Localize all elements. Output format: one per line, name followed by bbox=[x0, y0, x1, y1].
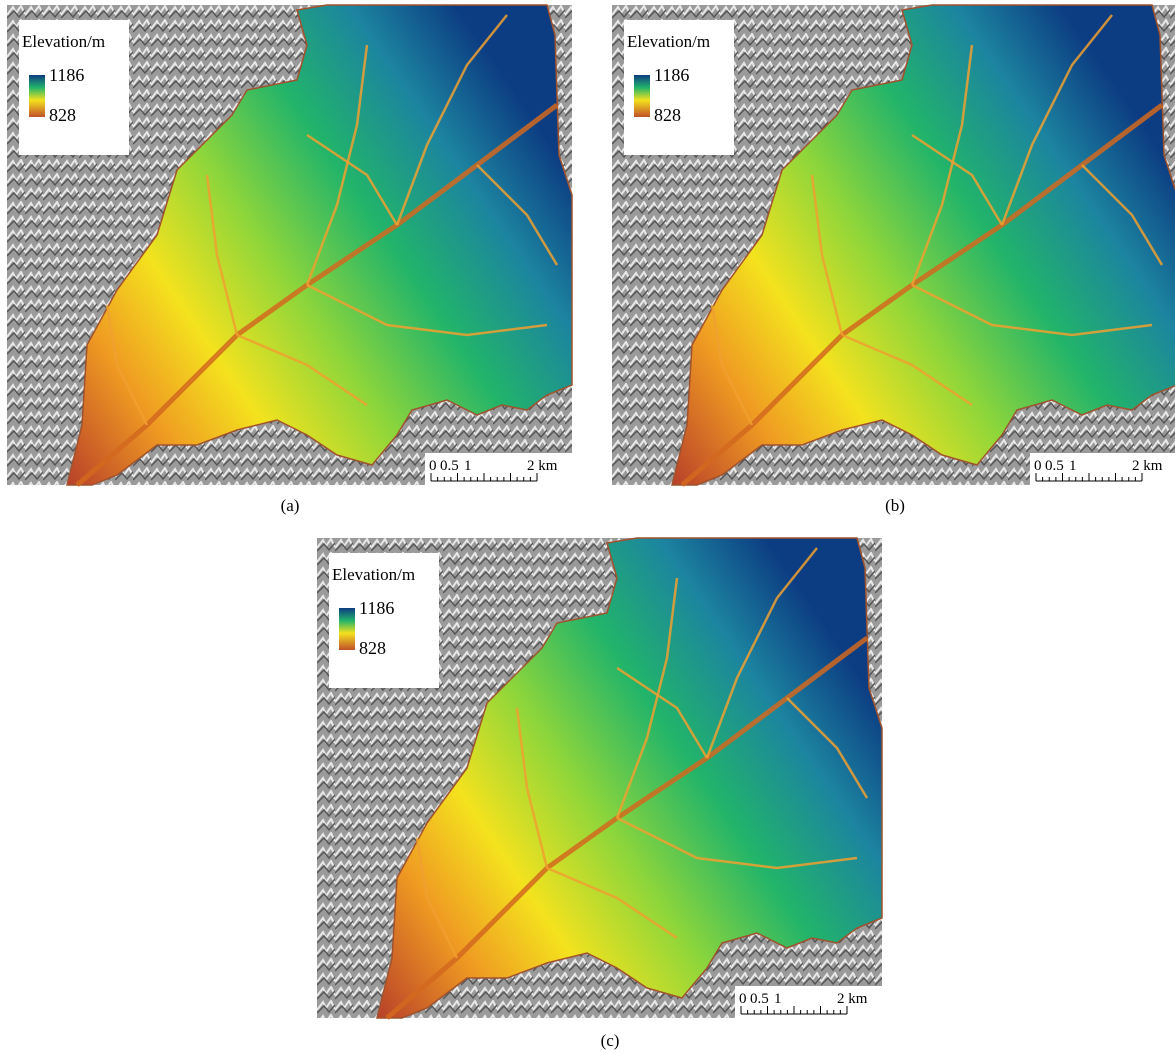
legend-min: 828 bbox=[49, 105, 76, 125]
scale-label: 1 bbox=[464, 458, 472, 474]
scale-label: 0 bbox=[429, 458, 437, 474]
scale-label: 0 bbox=[1034, 458, 1042, 474]
legend-min: 828 bbox=[654, 105, 681, 125]
scale-label: 2 km bbox=[1132, 458, 1163, 474]
legend-title: Elevation/m bbox=[22, 32, 105, 51]
legend-title: Elevation/m bbox=[332, 565, 415, 584]
legend-color-bar bbox=[29, 75, 45, 117]
legend-max: 1186 bbox=[49, 65, 84, 85]
scale-label: 2 km bbox=[837, 991, 868, 1007]
legend-max: 1186 bbox=[359, 598, 394, 618]
scale-label: 0.5 bbox=[750, 991, 769, 1007]
scale-label: 1 bbox=[1069, 458, 1077, 474]
legend-color-bar bbox=[339, 608, 355, 650]
scale-label: 2 km bbox=[527, 458, 558, 474]
figure: Elevation/m118682800.512 km(a)Elevation/… bbox=[0, 0, 1175, 1054]
scale-label: 1 bbox=[774, 991, 782, 1007]
legend-min: 828 bbox=[359, 638, 386, 658]
scale-label: 0.5 bbox=[1045, 458, 1064, 474]
caption: (c) bbox=[601, 1031, 620, 1050]
legend-title: Elevation/m bbox=[627, 32, 710, 51]
caption: (b) bbox=[885, 496, 905, 515]
legend-color-bar bbox=[634, 75, 650, 117]
scale-label: 0 bbox=[739, 991, 747, 1007]
legend-max: 1186 bbox=[654, 65, 689, 85]
caption: (a) bbox=[281, 496, 300, 515]
scale-label: 0.5 bbox=[440, 458, 459, 474]
